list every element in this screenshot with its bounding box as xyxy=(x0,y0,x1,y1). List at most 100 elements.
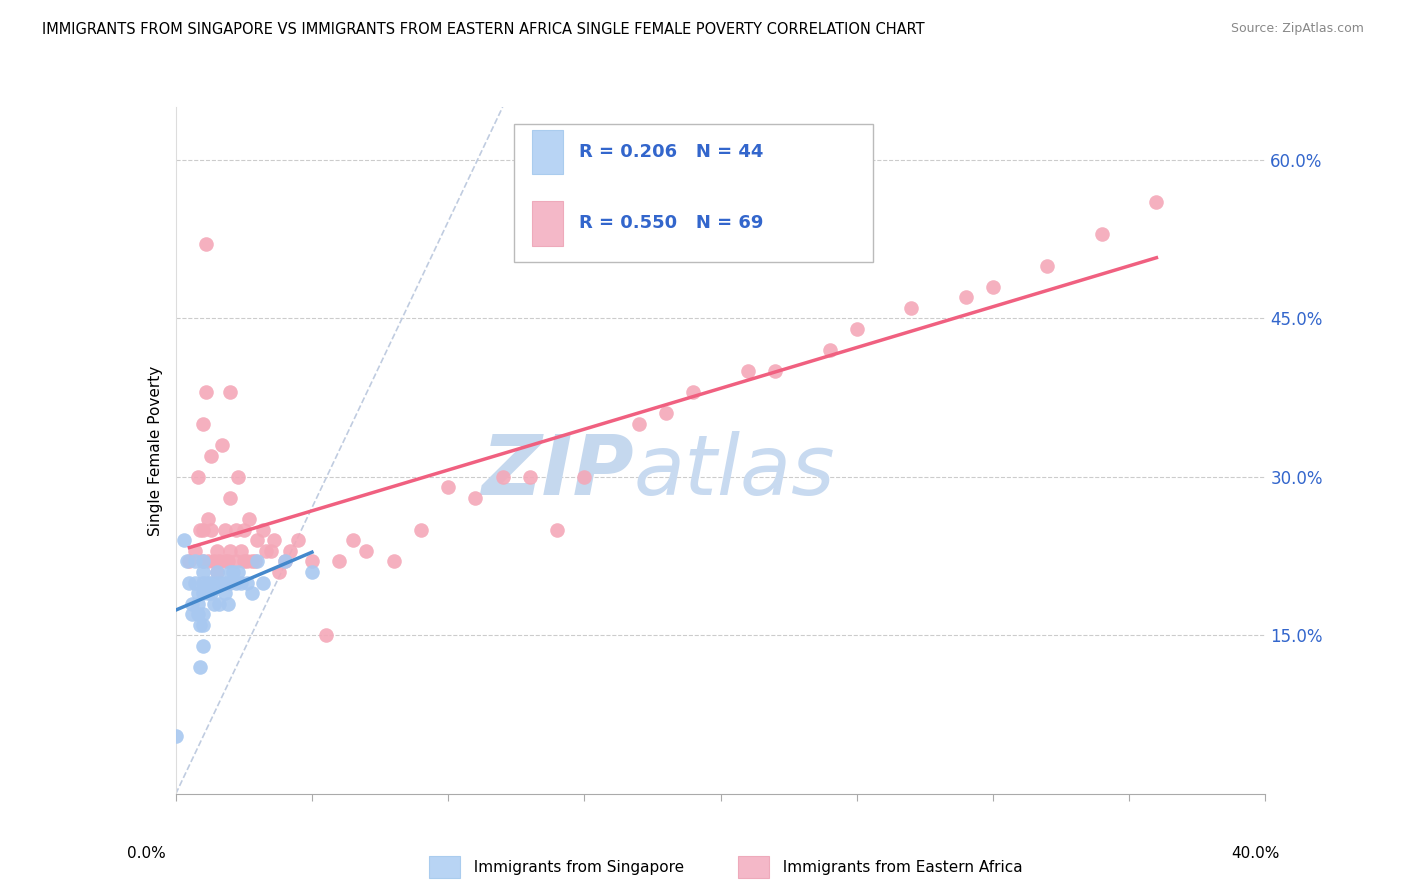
Point xyxy=(981,279,1004,293)
Point xyxy=(214,575,236,590)
Point xyxy=(219,565,242,579)
Point xyxy=(214,586,236,600)
Point xyxy=(191,575,214,590)
Point xyxy=(222,565,245,579)
Point xyxy=(197,554,219,568)
Bar xyxy=(429,856,460,878)
Point xyxy=(1036,259,1059,273)
Point xyxy=(181,597,204,611)
Point xyxy=(235,575,257,590)
Point xyxy=(208,597,231,611)
Point xyxy=(252,523,274,537)
Point xyxy=(243,554,266,568)
Point xyxy=(818,343,841,357)
Text: Source: ZipAtlas.com: Source: ZipAtlas.com xyxy=(1230,22,1364,36)
Point xyxy=(186,470,209,484)
Point xyxy=(188,660,211,674)
Text: Immigrants from Singapore: Immigrants from Singapore xyxy=(464,860,685,874)
Point xyxy=(252,575,274,590)
Point xyxy=(228,565,250,579)
Point xyxy=(205,565,228,579)
Point xyxy=(191,586,214,600)
Point xyxy=(235,554,257,568)
Point xyxy=(211,575,233,590)
Point xyxy=(274,554,297,568)
Point xyxy=(200,586,222,600)
Point xyxy=(246,533,269,548)
Point xyxy=(179,554,201,568)
Point xyxy=(197,586,219,600)
Point xyxy=(315,628,337,642)
Y-axis label: Single Female Poverty: Single Female Poverty xyxy=(148,366,163,535)
Point xyxy=(240,586,263,600)
Text: atlas: atlas xyxy=(633,431,835,512)
Point xyxy=(191,607,214,622)
Text: R = 0.550   N = 69: R = 0.550 N = 69 xyxy=(579,214,763,233)
Point xyxy=(184,544,207,558)
Point xyxy=(194,237,217,252)
Point xyxy=(763,364,786,378)
Point xyxy=(179,575,201,590)
Point xyxy=(184,554,207,568)
Point xyxy=(274,554,297,568)
Point xyxy=(627,417,650,431)
Text: ZIP: ZIP xyxy=(481,431,633,512)
Point xyxy=(228,470,250,484)
Point xyxy=(219,491,242,505)
Point xyxy=(214,554,236,568)
Point xyxy=(845,322,868,336)
Text: Immigrants from Eastern Africa: Immigrants from Eastern Africa xyxy=(773,860,1024,874)
Point xyxy=(232,523,254,537)
Point xyxy=(191,417,214,431)
Point xyxy=(682,385,704,400)
Point xyxy=(184,575,207,590)
Point xyxy=(202,554,225,568)
Point xyxy=(214,523,236,537)
Point xyxy=(217,554,239,568)
Point xyxy=(186,586,209,600)
Point xyxy=(176,554,198,568)
Point xyxy=(186,607,209,622)
Point xyxy=(188,617,211,632)
Point xyxy=(219,544,242,558)
Bar xyxy=(531,129,562,174)
Point xyxy=(186,597,209,611)
Point xyxy=(231,575,253,590)
Point xyxy=(240,554,263,568)
Point xyxy=(225,523,247,537)
Point xyxy=(232,554,254,568)
Point xyxy=(269,565,291,579)
FancyBboxPatch shape xyxy=(513,124,873,261)
Point xyxy=(188,523,211,537)
Point xyxy=(263,533,285,548)
Point xyxy=(205,544,228,558)
Bar xyxy=(531,201,562,246)
Point xyxy=(301,554,323,568)
Point xyxy=(205,565,228,579)
Point xyxy=(328,554,350,568)
Bar xyxy=(738,856,769,878)
Point xyxy=(191,554,214,568)
Point xyxy=(955,290,977,304)
Text: 0.0%: 0.0% xyxy=(127,847,166,861)
Point xyxy=(205,575,228,590)
Point xyxy=(200,575,222,590)
Point xyxy=(900,301,922,315)
Text: R = 0.206   N = 44: R = 0.206 N = 44 xyxy=(579,143,763,161)
Point xyxy=(211,438,233,452)
Point xyxy=(217,597,239,611)
Point xyxy=(191,639,214,653)
Point xyxy=(278,544,301,558)
Text: IMMIGRANTS FROM SINGAPORE VS IMMIGRANTS FROM EASTERN AFRICA SINGLE FEMALE POVERT: IMMIGRANTS FROM SINGAPORE VS IMMIGRANTS … xyxy=(42,22,925,37)
Point xyxy=(655,407,678,421)
Point xyxy=(409,523,432,537)
Point xyxy=(492,470,515,484)
Point xyxy=(546,523,568,537)
Point xyxy=(1091,227,1114,241)
Point xyxy=(254,544,277,558)
Point xyxy=(208,554,231,568)
Point xyxy=(191,617,214,632)
Point xyxy=(231,544,253,558)
Point xyxy=(191,554,214,568)
Point xyxy=(1144,195,1167,210)
